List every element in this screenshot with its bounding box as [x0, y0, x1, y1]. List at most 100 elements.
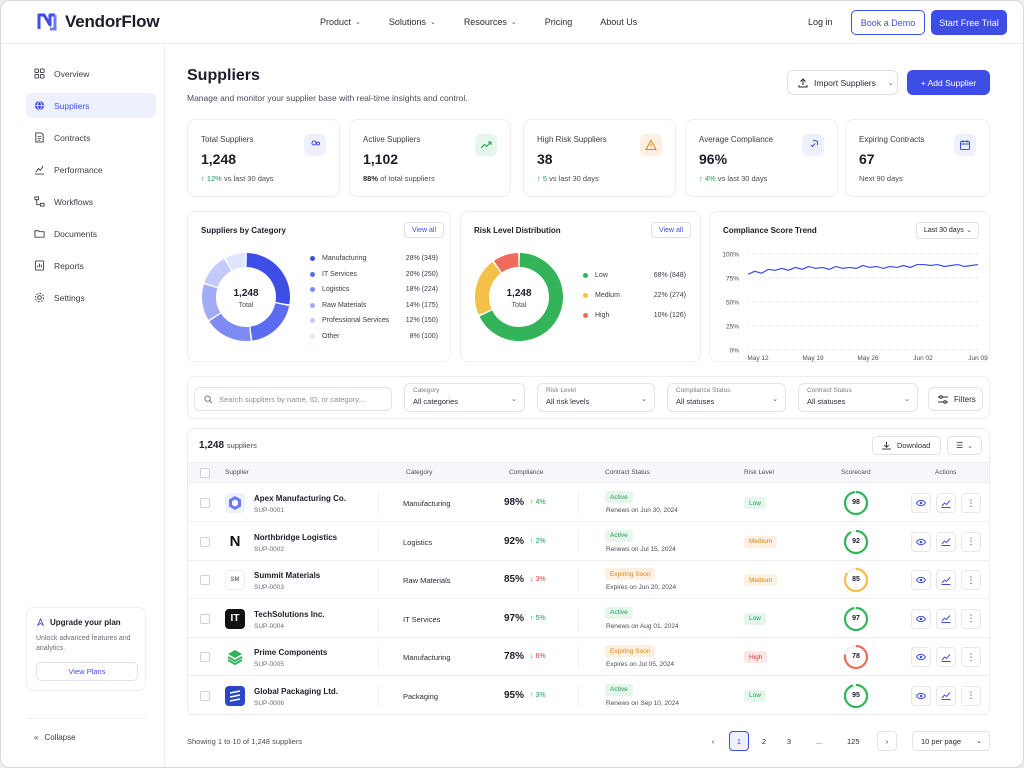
analytics-action-button[interactable]	[936, 570, 956, 590]
filter-label: Contract Status	[807, 387, 852, 394]
supplier-name[interactable]: Apex Manufacturing Co.	[254, 494, 347, 503]
table-row[interactable]: IT TechSolutions Inc. SUP-0004 IT Servic…	[188, 600, 989, 638]
chevron-down-icon: ⌄	[967, 442, 974, 450]
sidebar-item-workflows[interactable]: Workflows	[26, 189, 156, 214]
row-checkbox[interactable]	[200, 498, 210, 508]
view-plans-button[interactable]: View Plans	[36, 662, 138, 681]
scorecard-ring	[843, 644, 869, 670]
donut-slice-professional-services[interactable]	[204, 258, 232, 288]
nav-product[interactable]: Product ⌄	[320, 17, 361, 27]
view-action-button[interactable]	[911, 531, 931, 552]
page-2-button[interactable]: 2	[754, 731, 774, 751]
page-3-button[interactable]: 3	[779, 731, 799, 751]
column-compliance[interactable]: Compliance	[509, 469, 544, 476]
view-action-button[interactable]	[911, 608, 931, 629]
risk-level-filter[interactable]: Risk Level All risk levels ⌄	[537, 383, 655, 412]
select-all-checkbox[interactable]	[200, 468, 210, 478]
row-checkbox[interactable]	[200, 536, 210, 547]
view-all-risk-button[interactable]: View all	[651, 222, 691, 238]
supplier-name[interactable]: Northbridge Logistics	[254, 532, 338, 542]
more-actions-button[interactable]: ⋮	[961, 570, 981, 590]
row-checkbox[interactable]	[200, 613, 210, 624]
column-scorecard[interactable]: Scorecard	[841, 469, 871, 476]
donut-slice-other[interactable]	[225, 253, 246, 271]
page-1-button[interactable]: 1	[729, 731, 749, 751]
next-page-button[interactable]: ›	[877, 731, 897, 751]
table-row[interactable]: Apex Manufacturing Co. SUP-0001 Manufact…	[188, 484, 989, 522]
compliance-value: 98%	[504, 497, 525, 508]
donut-slice-medium[interactable]	[475, 261, 502, 315]
more-actions-button[interactable]: ⋮	[961, 531, 981, 552]
sidebar-item-performance[interactable]: Performance	[26, 157, 156, 182]
sidebar-item-settings[interactable]: Settings	[26, 285, 156, 310]
analytics-action-button[interactable]	[936, 647, 956, 667]
analytics-action-button[interactable]	[936, 531, 956, 552]
contract-status-badge: Active	[605, 491, 633, 503]
column-contract-status[interactable]: Contract Status	[605, 469, 650, 476]
nav-solutions[interactable]: Solutions ⌄	[389, 17, 436, 27]
analytics-action-button[interactable]	[936, 493, 956, 513]
table-row[interactable]: SM Summit Materials SUP-0003 Raw Materia…	[188, 561, 989, 599]
view-all-categories-button[interactable]: View all	[404, 222, 444, 238]
calendar-icon	[960, 140, 970, 150]
column-supplier[interactable]: Supplier	[225, 469, 249, 476]
view-action-button[interactable]	[911, 647, 931, 667]
nav-about[interactable]: About Us	[600, 17, 637, 27]
column-category[interactable]: Category	[406, 469, 433, 476]
sidebar-item-overview[interactable]: Overview	[26, 61, 156, 86]
nav-pricing[interactable]: Pricing	[545, 17, 573, 27]
donut-slice-raw-materials[interactable]	[202, 284, 221, 320]
page-125-button[interactable]: 125	[843, 731, 864, 751]
donut-slice-it-services[interactable]	[249, 302, 290, 341]
book-demo-button[interactable]: Book a Demo	[851, 10, 925, 35]
add-supplier-button[interactable]: + Add Supplier	[907, 70, 990, 95]
sidebar-item-documents[interactable]: Documents	[26, 221, 156, 246]
per-page-select[interactable]: 10 per page ⌄	[912, 731, 990, 751]
supplier-name[interactable]: Prime Components	[254, 648, 328, 657]
analytics-action-button[interactable]	[936, 608, 956, 629]
row-checkbox[interactable]	[200, 652, 210, 662]
download-label: Download	[897, 441, 931, 450]
import-suppliers-button[interactable]: Import Suppliers ⌄	[787, 70, 898, 95]
search-input[interactable]: Search suppliers by name, ID, or categor…	[194, 387, 392, 411]
view-action-button[interactable]	[911, 685, 931, 706]
trend-chart-icon	[941, 692, 951, 700]
nav-resources[interactable]: Resources ⌄	[464, 17, 517, 27]
date-range-select[interactable]: Last 30 days ⌄	[916, 222, 979, 239]
login-link[interactable]: Log in	[808, 17, 833, 27]
supplier-name[interactable]: Summit Materials	[254, 571, 321, 580]
table-row[interactable]: Prime Components SUP-0005 Manufacturing …	[188, 638, 989, 676]
filters-label: Filters	[954, 394, 976, 404]
download-button[interactable]: Download	[872, 436, 941, 455]
donut-slice-low[interactable]	[479, 253, 563, 341]
donut-slice-logistics[interactable]	[209, 313, 251, 341]
filters-button[interactable]: Filters	[928, 387, 983, 411]
view-action-button[interactable]	[911, 570, 931, 590]
donut-slice-manufacturing[interactable]	[246, 253, 290, 305]
more-actions-button[interactable]: ⋮	[961, 493, 981, 513]
supplier-name[interactable]: TechSolutions Inc.	[254, 609, 325, 619]
table-row[interactable]: N Northbridge Logistics SUP-0002 Logisti…	[188, 523, 989, 561]
analytics-action-button[interactable]	[936, 685, 956, 706]
collapse-button[interactable]: « Collapse	[34, 733, 76, 742]
row-checkbox[interactable]	[200, 690, 210, 701]
view-options-button[interactable]: ☰ ⌄	[947, 436, 982, 455]
donut-slice-high[interactable]	[493, 253, 519, 273]
table-row[interactable]: Global Packaging Ltd. SUP-0006 Packaging…	[188, 677, 989, 715]
start-trial-button[interactable]: Start Free Trial	[931, 10, 1007, 35]
prev-page-button[interactable]: ‹	[703, 731, 723, 751]
sidebar-item-suppliers[interactable]: Suppliers	[26, 93, 156, 118]
more-actions-button[interactable]: ⋮	[961, 685, 981, 706]
more-actions-button[interactable]: ⋮	[961, 608, 981, 629]
column-risk-level[interactable]: Risk Level	[744, 469, 774, 476]
sidebar-item-contracts[interactable]: Contracts	[26, 125, 156, 150]
supplier-name[interactable]: Global Packaging Ltd.	[254, 686, 339, 696]
compliance-status-filter[interactable]: Compliance Status All statuses ⌄	[667, 383, 786, 412]
category-filter[interactable]: Category All categories ⌄	[404, 383, 525, 412]
view-action-button[interactable]	[911, 493, 931, 513]
row-checkbox[interactable]	[200, 575, 210, 585]
brand-logo[interactable]: VendorFlow	[37, 12, 160, 32]
more-actions-button[interactable]: ⋮	[961, 647, 981, 667]
sidebar-item-reports[interactable]: Reports	[26, 253, 156, 278]
contract-status-filter[interactable]: Contract Status All statuses ⌄	[798, 383, 918, 412]
